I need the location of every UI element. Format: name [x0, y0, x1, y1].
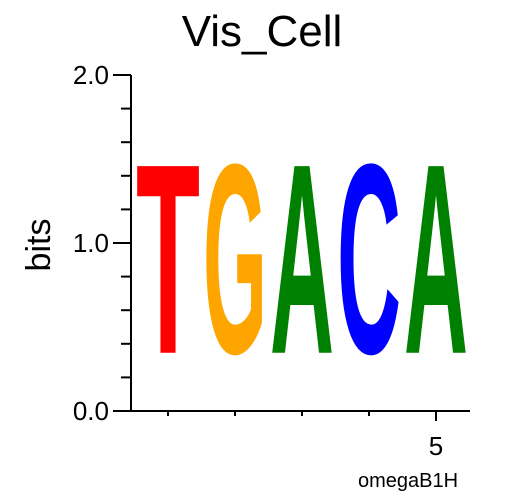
x-axis-label: omegaB1H	[358, 470, 458, 492]
y-tick-label: 1.0	[73, 228, 109, 258]
logo-letter-t: T	[136, 107, 200, 410]
x-tick-label: 5	[429, 431, 443, 461]
logo-letter-a: A	[404, 107, 468, 411]
logo-letter-g: G	[203, 109, 267, 411]
chart-title: Vis_Cell	[182, 7, 343, 56]
y-axis-label: bits	[20, 219, 58, 272]
y-tick-label: 2.0	[73, 60, 109, 90]
y-axis: 0.0 1.0 2.0	[73, 60, 132, 426]
logo-letter-c: C	[337, 107, 401, 411]
x-axis: 5	[131, 410, 470, 461]
logo-letter-a: A	[270, 107, 334, 411]
y-tick-label: 0.0	[73, 396, 109, 426]
